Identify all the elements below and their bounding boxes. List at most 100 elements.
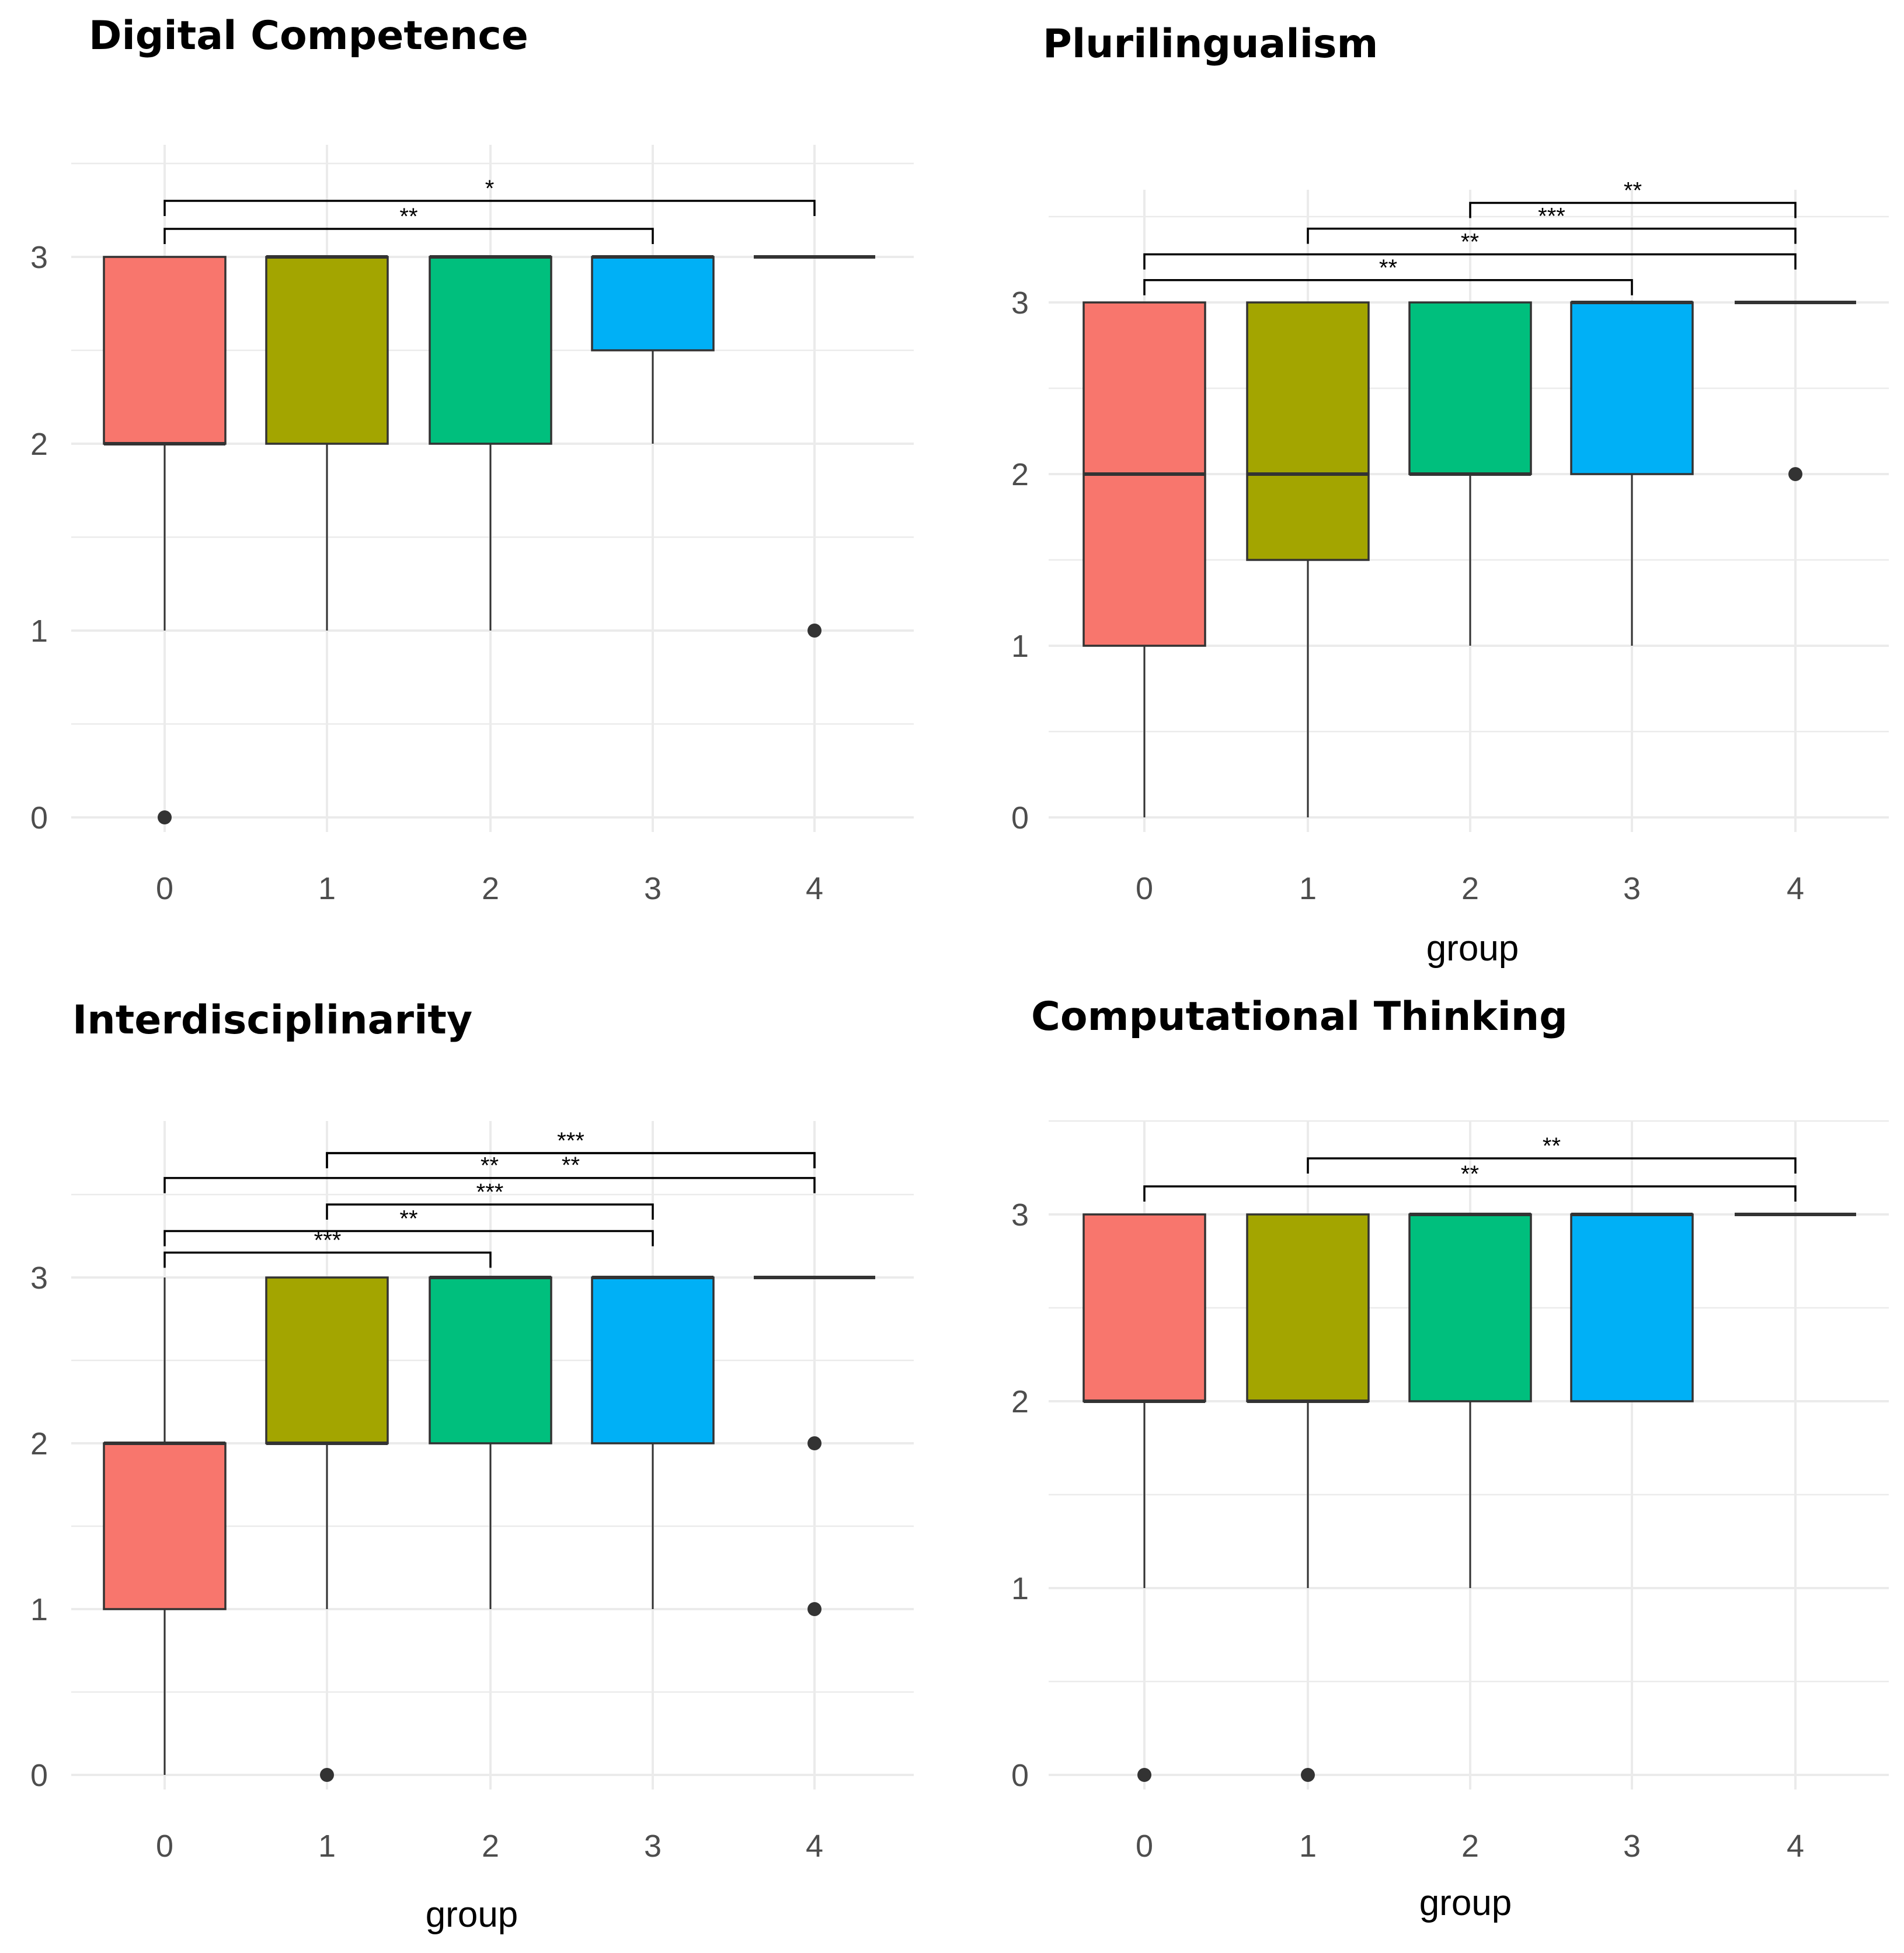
significance-label: ** <box>1379 255 1397 281</box>
x-axis-label: group <box>426 1895 518 1935</box>
significance-label: *** <box>476 1179 504 1205</box>
x-tick-label: 4 <box>1787 871 1804 906</box>
significance-bracket: ** <box>1143 255 1633 295</box>
box-body <box>1408 1213 1532 1402</box>
box-group-2 <box>429 1276 552 1609</box>
box-body <box>591 1276 715 1444</box>
box-group-1 <box>265 255 389 631</box>
bracket-line <box>163 1176 816 1193</box>
box-group-4 <box>754 1276 875 1616</box>
significance-bracket: ** <box>1469 177 1797 218</box>
box-body <box>429 1276 552 1444</box>
significance-label: *** <box>1538 204 1565 229</box>
bracket-line <box>163 1251 492 1268</box>
y-tick-label: 1 <box>1011 1571 1029 1606</box>
x-tick-label: 3 <box>644 1829 662 1864</box>
box-group-2 <box>429 255 552 631</box>
box-group-4 <box>754 255 875 638</box>
box-body <box>103 1442 227 1610</box>
box-group-1 <box>1246 1213 1370 1782</box>
bracket-line <box>1469 201 1797 218</box>
significance-label: ** <box>1543 1133 1561 1159</box>
box-group-3 <box>1570 301 1694 646</box>
bracket-line <box>163 1230 654 1247</box>
significance-label: ** <box>1624 177 1642 203</box>
x-tick-label: 3 <box>644 871 662 906</box>
significance-label: *** <box>557 1128 584 1154</box>
box-body <box>429 256 552 445</box>
significance-label: ** <box>399 1206 417 1231</box>
outlier-point <box>807 1436 822 1450</box>
box-body <box>1082 1213 1206 1402</box>
box-group-0 <box>103 256 227 824</box>
panel-title-plurilingualism: Plurilingualism <box>1043 21 1379 67</box>
outlier-point <box>807 1602 822 1616</box>
y-tick-label: 3 <box>1011 286 1029 321</box>
bracket-line <box>1143 1185 1797 1202</box>
x-tick-label: 3 <box>1623 871 1641 906</box>
x-tick-label: 0 <box>156 871 173 906</box>
significance-bracket: ** <box>326 1152 816 1178</box>
significance-bracket: ** <box>1143 1161 1797 1202</box>
outlier-point <box>1788 467 1802 481</box>
bracket-line <box>326 1152 816 1168</box>
x-tick-label: 2 <box>482 1829 499 1864</box>
x-tick-label: 0 <box>156 1829 173 1864</box>
x-tick-label: 2 <box>1461 871 1479 906</box>
x-tick-label: 1 <box>318 1829 336 1864</box>
significance-label: ** <box>1461 229 1479 255</box>
significance-bracket: ** <box>1307 1133 1797 1174</box>
box-group-4 <box>1735 301 1856 481</box>
significance-bracket: ** <box>1143 229 1797 270</box>
x-tick-label: 4 <box>806 871 823 906</box>
box-body <box>1246 1213 1370 1402</box>
bracket-line <box>1307 227 1797 244</box>
y-tick-label: 2 <box>30 427 48 462</box>
significance-bracket: ** <box>163 204 654 244</box>
box-group-0 <box>103 1277 227 1775</box>
box-body <box>103 256 227 445</box>
box-group-3 <box>1570 1213 1694 1402</box>
significance-label: ** <box>562 1153 580 1178</box>
x-tick-label: 1 <box>1299 1829 1317 1864</box>
x-tick-label: 1 <box>318 871 336 906</box>
box-body <box>265 1276 389 1444</box>
x-tick-label: 4 <box>1787 1829 1804 1864</box>
bracket-line <box>1143 279 1633 295</box>
box-body <box>1570 301 1694 475</box>
significance-bracket: *** <box>326 1179 654 1220</box>
bracket-line <box>163 228 654 244</box>
significance-label: ** <box>481 1153 499 1179</box>
box-group-0 <box>1082 301 1206 817</box>
panel-title-computational-thinking: Computational Thinking <box>1031 994 1568 1040</box>
outlier-point <box>320 1768 334 1782</box>
bracket-line <box>1143 253 1797 270</box>
significance-bracket: *** <box>1307 204 1797 244</box>
significance-bracket: ** <box>163 1206 654 1247</box>
y-tick-label: 3 <box>30 240 48 275</box>
x-tick-label: 1 <box>1299 871 1317 906</box>
box-group-0 <box>1082 1213 1206 1782</box>
significance-label: ** <box>1461 1161 1479 1187</box>
y-tick-label: 2 <box>30 1426 48 1461</box>
y-tick-label: 1 <box>1011 629 1029 664</box>
x-axis-label: group <box>1426 928 1519 969</box>
outlier-point <box>807 624 822 638</box>
box-body <box>591 256 715 351</box>
significance-label: * <box>485 176 495 201</box>
x-tick-label: 2 <box>1461 1829 1479 1864</box>
x-tick-label: 3 <box>1623 1829 1641 1864</box>
box-body <box>265 256 389 445</box>
box-group-2 <box>1408 301 1532 646</box>
bracket-line <box>326 1203 654 1220</box>
bracket-line <box>163 200 816 216</box>
y-tick-label: 2 <box>1011 1384 1029 1419</box>
box-body <box>1570 1213 1694 1402</box>
outlier-point <box>1137 1768 1151 1782</box>
x-tick-label: 4 <box>806 1829 823 1864</box>
